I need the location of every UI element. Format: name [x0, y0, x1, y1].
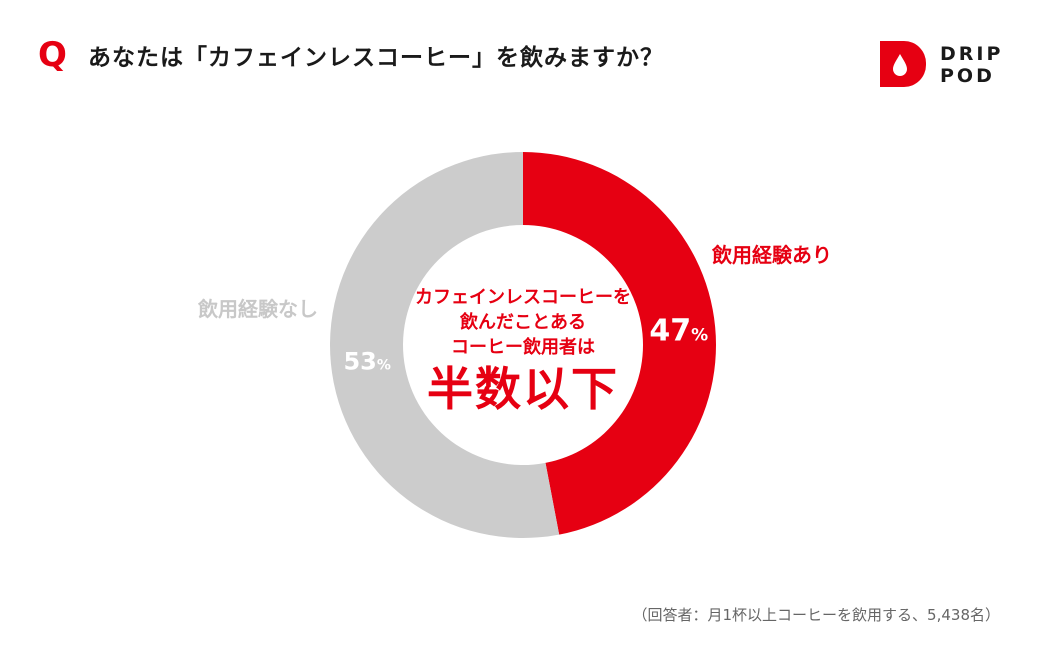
slice-drinking-experience-yes: [523, 152, 716, 535]
center-emphasis: 半数以下: [427, 362, 619, 416]
logo-line-1: DRIP: [940, 43, 1004, 65]
drop-icon: [880, 41, 926, 87]
center-line-1: カフェインレスコーヒーを: [415, 287, 631, 308]
value-unit-no: %: [377, 358, 391, 374]
logo: DRIP POD: [880, 41, 1010, 91]
slice-drinking-experience-no: [329, 152, 560, 538]
value-label-no: 53%: [343, 348, 390, 376]
center-line-2: 飲んだことある: [460, 312, 586, 333]
question-mark: Q: [38, 35, 67, 75]
category-label-no: 飲用経験なし: [197, 297, 318, 321]
logo-text: DRIP POD: [940, 43, 1003, 87]
value-unit-yes: %: [691, 325, 708, 345]
center-line-3: コーヒー飲用者は: [451, 337, 595, 358]
logo-line-2: POD: [940, 65, 995, 87]
value-label-yes: 47%: [649, 313, 708, 348]
center-message: カフェインレスコーヒーを 飲んだことある コーヒー飲用者は 半数以下: [400, 285, 646, 418]
category-label-yes: 飲用経験あり: [711, 243, 832, 267]
question-title: あなたは「カフェインレスコーヒー」を飲みますか？: [88, 45, 664, 71]
footnote: （回答者：月1杯以上コーヒーを飲用する、5,438名）: [632, 606, 1001, 624]
value-number-no: 53: [343, 348, 376, 376]
value-number-yes: 47: [649, 313, 691, 348]
